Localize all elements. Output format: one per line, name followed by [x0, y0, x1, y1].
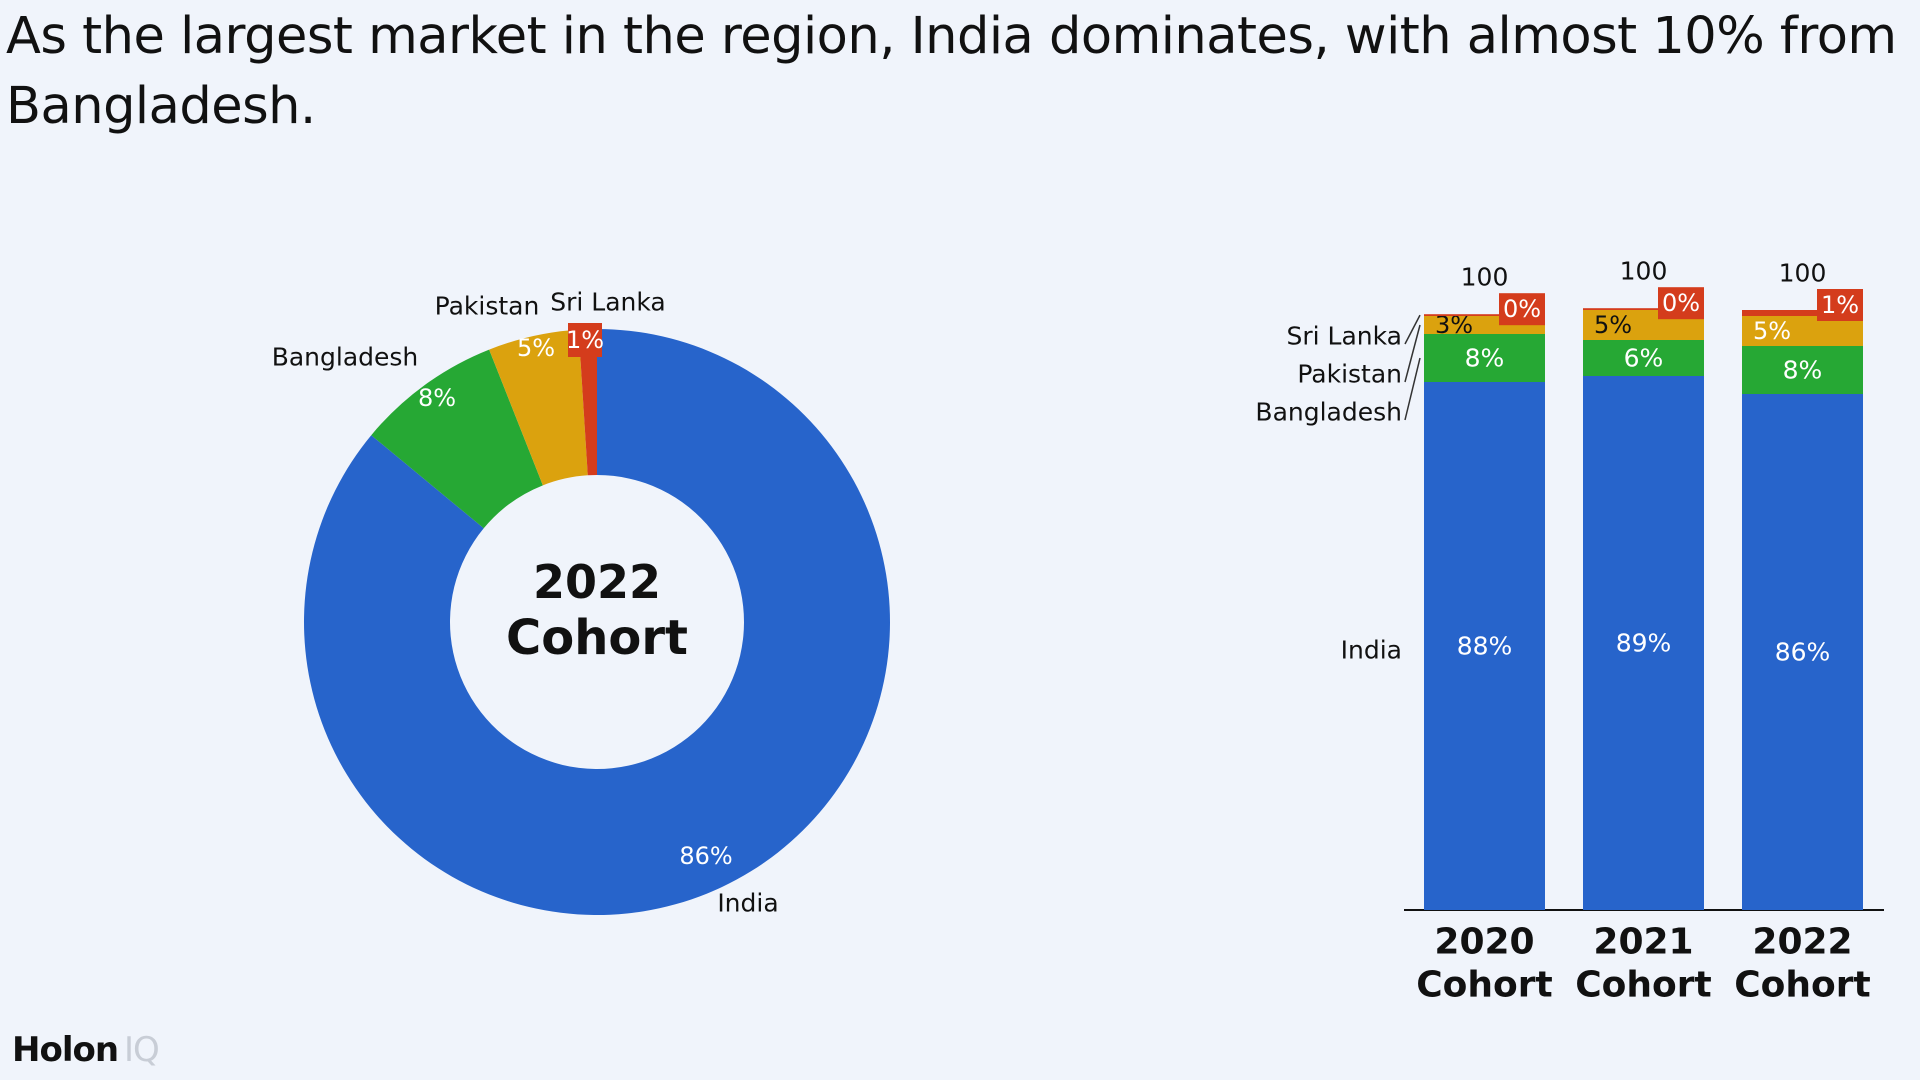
bar-category-cohort-1: Cohort	[1575, 965, 1711, 1006]
bar-label-bg-sri-lanka-0	[1499, 293, 1545, 326]
bar-series-name-pakistan: Pakistan	[1297, 360, 1402, 389]
bar-segment-sri-lanka-0	[1424, 314, 1545, 316]
logo-primary: Holon	[12, 1030, 119, 1070]
bar-segment-sri-lanka-1	[1583, 308, 1704, 310]
bar-segment-india-0	[1424, 382, 1545, 910]
donut-center-year: 2022	[533, 555, 661, 609]
donut-label-bg-sri-lanka	[568, 323, 602, 357]
bar-segment-india-2	[1742, 394, 1863, 910]
bar-segment-sri-lanka-2	[1742, 310, 1863, 316]
bar-category-year-0: 2020	[1434, 922, 1534, 963]
bar-segment-bangladesh-2	[1742, 346, 1863, 394]
bar-category-cohort-0: Cohort	[1416, 965, 1552, 1006]
bar-value-label-india-2: 86%	[1775, 638, 1831, 667]
donut-name-label-sri-lanka: Sri Lanka	[550, 288, 666, 317]
bar-category-year-2: 2022	[1752, 922, 1852, 963]
bar-label-bg-sri-lanka-2	[1817, 289, 1863, 321]
bar-series-leader-sri-lanka	[1404, 314, 1421, 345]
donut-slice-pakistan	[489, 329, 588, 486]
bar-total-label-2: 100	[1779, 259, 1827, 288]
bar-series-name-sri-lanka: Sri Lanka	[1287, 322, 1403, 351]
donut-name-label-india: India	[717, 889, 778, 918]
donut-name-label-bangladesh: Bangladesh	[272, 343, 419, 372]
bar-category-cohort-2: Cohort	[1734, 965, 1870, 1006]
donut-slice-bangladesh	[371, 349, 543, 529]
bar-series-name-india: India	[1341, 636, 1402, 665]
bar-series-name-bangladesh: Bangladesh	[1255, 398, 1402, 427]
bar-segment-bangladesh-1	[1583, 340, 1704, 376]
bar-value-label-sri-lanka-1: 0%	[1662, 289, 1700, 317]
bar-category-year-1: 2021	[1593, 922, 1693, 963]
bar-value-label-india-1: 89%	[1616, 629, 1672, 658]
donut-value-label-bangladesh: 8%	[418, 384, 456, 412]
bar-series-leader-pakistan	[1404, 324, 1421, 383]
bar-value-label-bangladesh-1: 6%	[1624, 344, 1664, 373]
donut-center-cohort: Cohort	[506, 610, 688, 666]
bar-segment-bangladesh-0	[1424, 334, 1545, 382]
holoniq-logo: Holon IQ	[12, 1030, 160, 1070]
bar-value-label-bangladesh-2: 8%	[1783, 356, 1823, 385]
bar-total-label-0: 100	[1461, 263, 1509, 292]
logo-secondary: IQ	[124, 1030, 160, 1070]
page-headline: As the largest market in the region, Ind…	[6, 7, 1897, 136]
bar-value-label-sri-lanka-2: 1%	[1821, 291, 1859, 319]
bar-label-bg-sri-lanka-1	[1658, 287, 1704, 320]
bar-value-label-bangladesh-0: 8%	[1465, 344, 1505, 373]
bar-total-label-1: 100	[1620, 257, 1668, 286]
donut-slice-sri-lanka	[578, 329, 597, 476]
stacked-bar-chart: 88%8%3%0%1002020Cohort89%6%5%0%1002021Co…	[1255, 257, 1884, 1006]
donut-chart: 86% India 8% Bangladesh 5% Pakistan 1% Sri Lank…	[272, 288, 890, 918]
bar-value-label-pakistan-2: 5%	[1753, 317, 1791, 345]
bar-value-label-sri-lanka-0: 0%	[1503, 295, 1541, 323]
bar-segment-india-1	[1583, 376, 1704, 910]
donut-value-label-india: 86%	[679, 842, 732, 870]
donut-slice-india	[303, 329, 890, 915]
bar-value-label-india-0: 88%	[1457, 632, 1513, 661]
donut-value-label-sri-lanka: 1%	[566, 326, 604, 354]
donut-name-label-pakistan: Pakistan	[435, 292, 540, 321]
bar-series-leader-bangladesh	[1404, 357, 1421, 421]
donut-value-label-pakistan: 5%	[517, 334, 555, 362]
bar-value-label-pakistan-1: 5%	[1594, 311, 1632, 339]
